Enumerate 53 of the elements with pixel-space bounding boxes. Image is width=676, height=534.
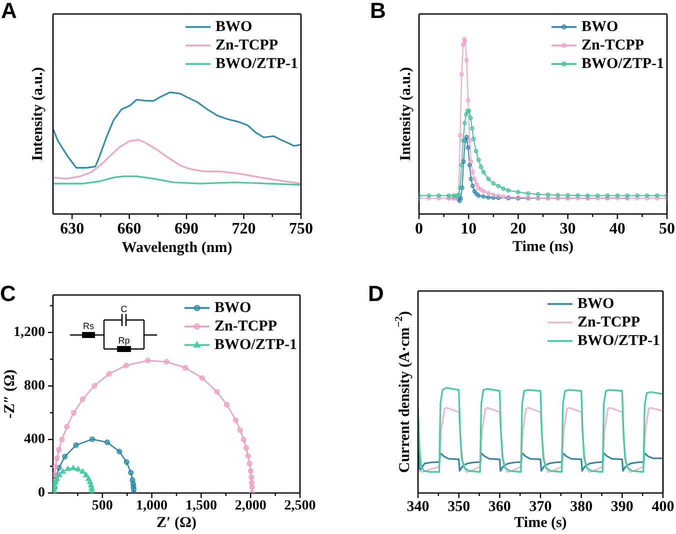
x-tick-label: 660 (117, 220, 142, 238)
x-tick-label: 350 (448, 499, 470, 515)
x-tick-label: 2,500 (284, 498, 316, 514)
x-tick-label: 10 (460, 220, 477, 238)
legend-label: BWO (215, 19, 252, 35)
legend-label: BWO/ZTP-1 (214, 337, 298, 353)
x-axis-title: Time (s) (514, 515, 567, 531)
y-axis-title: Intensity (a.u.) (30, 67, 46, 161)
x-axis-title: Time (ns) (512, 239, 574, 255)
x-tick-label: 50 (659, 220, 675, 238)
legend-label: BWO/ZTP-1 (215, 56, 298, 72)
legend-label: BWO (581, 19, 618, 35)
y-axis-title: Intensity (a.u.) (398, 67, 414, 161)
x-tick-label: 500 (92, 498, 113, 514)
x-tick-label: 30 (560, 220, 576, 238)
legend-label: Zn-TCPP (214, 318, 278, 334)
y-axis-title: -Z″ (Ω) (2, 369, 18, 419)
x-tick-label: 720 (232, 220, 256, 238)
x-tick-label: 20 (510, 220, 526, 238)
legend-label: Zn-TCPP (581, 38, 644, 54)
x-tick-label: 40 (609, 220, 626, 238)
chart-title: A (1, 0, 17, 23)
x-tick-label: 1,500 (185, 498, 217, 514)
chart-title: B (370, 0, 386, 23)
legend-label: BWO/ZTP-1 (581, 56, 664, 72)
legend-label: BWO (214, 300, 252, 316)
x-tick-label: 750 (289, 220, 313, 238)
chart-title: D (368, 281, 384, 306)
legend-label: Zn-TCPP (215, 38, 278, 54)
x-tick-label: 390 (610, 499, 634, 515)
x-tick-label: 690 (174, 220, 199, 238)
x-tick-label: 400 (652, 499, 674, 515)
x-tick-label: 1,000 (136, 498, 168, 514)
chart-title: C (0, 281, 16, 306)
x-tick-label: 0 (415, 220, 423, 238)
x-tick-label: 370 (529, 499, 552, 515)
legend-label: Zn-TCPP (577, 314, 640, 330)
y-tick-label: 400 (24, 432, 45, 447)
legend-label: BWO (577, 296, 614, 312)
annotation: Rs (83, 321, 94, 331)
x-tick-label: 360 (488, 499, 511, 515)
y-tick-label: 800 (24, 378, 45, 394)
annotation: Rp (118, 336, 130, 346)
legend-label: BWO/ZTP-1 (577, 333, 660, 349)
x-tick-label: 380 (570, 499, 593, 515)
x-axis-title: Z′ (Ω) (156, 515, 196, 531)
y-tick-label: 0 (38, 486, 45, 500)
x-axis-title: Wavelength (nm) (122, 240, 232, 256)
x-tick-label: 340 (406, 499, 430, 515)
x-tick-label: 630 (60, 220, 84, 238)
y-tick-label: 1,200 (14, 324, 45, 340)
annotation: C (120, 304, 128, 314)
x-tick-label: 2,000 (234, 498, 266, 514)
